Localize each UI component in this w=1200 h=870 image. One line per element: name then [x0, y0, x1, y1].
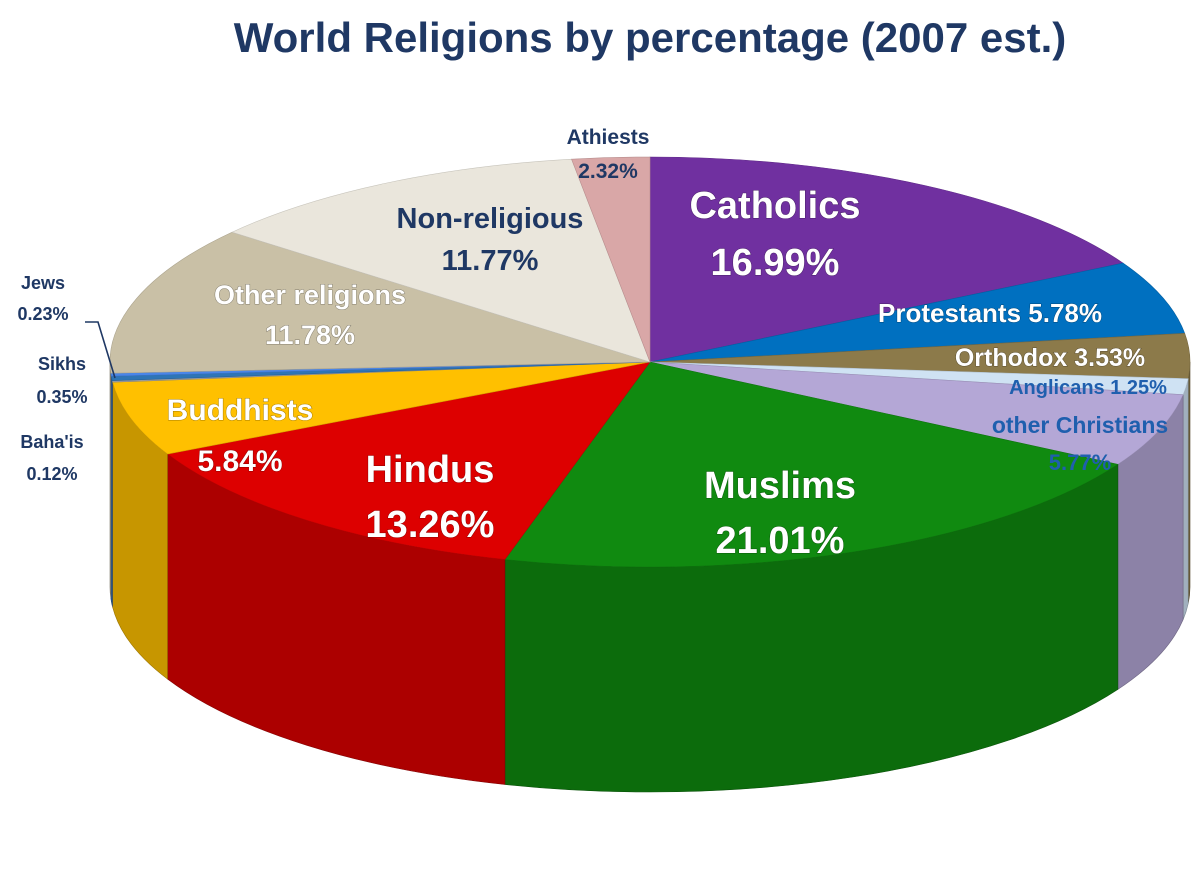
chart-title: World Religions by percentage (2007 est.…: [233, 14, 1067, 61]
label-jews-value: 0.23%: [17, 304, 68, 324]
label-sikhs-name: Sikhs: [38, 354, 86, 374]
label-hindus-name: Hindus: [366, 449, 495, 491]
label-buddhists-value: 5.84%: [197, 445, 282, 478]
label-buddhists-name: Buddhists: [167, 394, 314, 427]
label-athiests-name: Athiests: [567, 126, 650, 149]
label-non-religious-name: Non-religious: [397, 203, 584, 235]
label-anglicans: Anglicans 1.25%: [1009, 377, 1167, 399]
label-catholics-value: 16.99%: [711, 242, 840, 284]
label-other-christians-value: 5.77%: [1049, 450, 1111, 475]
label-baha-is-value: 0.12%: [26, 464, 77, 484]
slice-athiests: [571, 156, 651, 363]
label-jews-name: Jews: [21, 273, 65, 293]
slice-muslims: [504, 361, 1119, 568]
label-hindus-value: 13.26%: [366, 504, 495, 546]
label-other-religions-value: 11.78%: [265, 320, 355, 350]
leader-lines: [85, 321, 116, 379]
label-muslims-name: Muslims: [704, 465, 856, 507]
label-other-christians-name: other Christians: [992, 412, 1168, 438]
label-non-religious-value: 11.77%: [442, 245, 539, 277]
slice-other-christians: [649, 361, 1184, 465]
slice-hindus: [166, 361, 651, 560]
label-orthodox: Orthodox 3.53%: [955, 344, 1145, 372]
label-baha-is-name: Baha'is: [20, 432, 83, 452]
label-protestants: Protestants 5.78%: [878, 298, 1102, 328]
label-catholics-name: Catholics: [689, 185, 860, 227]
slice-other-religions: [109, 231, 651, 374]
label-sikhs-value: 0.35%: [36, 387, 87, 407]
label-muslims-value: 21.01%: [716, 520, 845, 562]
slice-side-other-religions: [109, 361, 112, 599]
label-athiests-value: 2.32%: [578, 160, 638, 183]
slice-protestants: [649, 262, 1186, 363]
slice-labels: Catholics 16.99% Protestants 5.78% Orthodox…: [17, 126, 1168, 563]
slice-non-religious: [231, 158, 651, 363]
slice-catholics: [649, 156, 1124, 363]
slice-buddhists: [112, 361, 651, 455]
pie-tops: [109, 156, 1191, 568]
label-other-religions-name: Other religions: [214, 280, 406, 310]
slice-side-anglicans: [1182, 378, 1189, 620]
leader-line-jews: [85, 321, 116, 379]
